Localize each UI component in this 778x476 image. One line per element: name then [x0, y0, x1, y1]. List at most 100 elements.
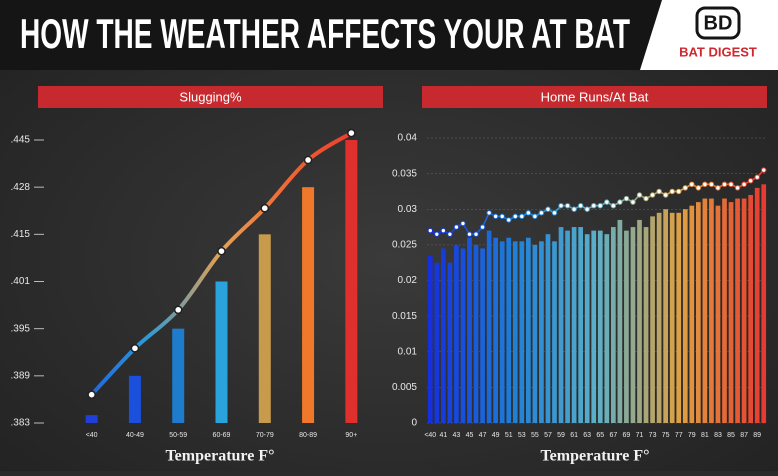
bar [128, 375, 141, 423]
bar [172, 328, 185, 423]
bar [434, 262, 440, 423]
x-tick-label: 70-79 [256, 432, 274, 439]
page-title: HOW THE WEATHER AFFECTS YOUR AT BAT [20, 10, 630, 57]
bar [302, 187, 315, 423]
trend-point [453, 224, 460, 230]
y-tick-label: .389 [11, 370, 31, 381]
trend-point [551, 210, 558, 216]
bar [506, 237, 512, 423]
x-tick-label: 85 [727, 432, 735, 439]
x-tick-label: 69 [623, 432, 631, 439]
x-tick-label: 45 [466, 432, 474, 439]
x-tick-label: 81 [701, 432, 709, 439]
y-tick-label: 0.02 [398, 275, 418, 286]
trend-point [682, 185, 688, 191]
chart-panel: Home Runs/At Bat 0 0.005 0.01 0.015 0.02 0.025… [392, 86, 767, 465]
trend-point [702, 181, 708, 188]
bar [454, 244, 459, 423]
x-tick-label: 80-89 [299, 432, 317, 439]
trend-point [577, 202, 584, 209]
trend-point [656, 188, 662, 195]
bar [545, 234, 551, 423]
logo-text: BAT DIGEST [679, 44, 757, 59]
x-tick-label: 89 [753, 432, 761, 439]
x-tick-label: 87 [740, 432, 748, 439]
y-tick-label: 0.025 [392, 240, 417, 251]
bar [702, 198, 708, 423]
y-tick-label: .428 [11, 182, 31, 193]
trend-point [545, 206, 551, 212]
trend-point [636, 192, 643, 198]
bar [715, 205, 721, 423]
trend-point [427, 227, 433, 234]
trend-point [630, 199, 636, 205]
trend-point [303, 155, 313, 165]
trend-point [486, 210, 492, 216]
chart-title: Home Runs/At Bat [541, 89, 649, 104]
x-tick-label: 83 [714, 432, 722, 439]
x-tick-label: 65 [596, 432, 604, 439]
trend-point [440, 227, 447, 234]
x-tick-label: 47 [479, 432, 487, 439]
charts: Slugging% .383 .389 .395 .401 .415 .428 .445 <40… [11, 86, 767, 465]
bar [656, 212, 662, 423]
x-tick-label: 90+ [345, 432, 357, 439]
trend-point [479, 224, 486, 230]
x-tick-label: 73 [649, 432, 657, 439]
bar [735, 198, 740, 423]
x-tick-label: <40 [86, 432, 98, 439]
bar [650, 216, 655, 423]
trend-point [447, 231, 453, 237]
trend-point [676, 188, 682, 195]
trend-point [728, 181, 734, 188]
trend-point [492, 213, 499, 220]
x-tick-label: 71 [636, 432, 644, 439]
bar [258, 234, 271, 423]
bar [345, 140, 358, 423]
x-tick-label: 75 [662, 432, 670, 439]
bar [754, 187, 760, 423]
y-tick-label: 0.005 [392, 382, 417, 393]
trend-line [429, 169, 765, 236]
bar [689, 205, 695, 423]
bar [643, 227, 649, 423]
bar [591, 230, 597, 423]
trend-point [669, 188, 675, 195]
bar [532, 244, 538, 423]
x-tick-label: 43 [453, 432, 461, 439]
bar [610, 227, 616, 423]
bar [427, 255, 433, 423]
bar [467, 237, 472, 423]
trend-point [532, 213, 538, 220]
trend-point [558, 202, 564, 209]
y-tick-label: 0.03 [398, 204, 418, 215]
trend-point [87, 390, 97, 400]
x-tick-label: 55 [531, 432, 539, 439]
trend-point [346, 128, 356, 138]
bar [669, 212, 675, 423]
trend-point [604, 199, 610, 205]
chart-title: Slugging% [179, 89, 242, 104]
x-tick-label: <40 [424, 432, 436, 439]
y-tick-label: .415 [11, 229, 31, 240]
bar [480, 248, 485, 423]
trend-point [525, 210, 532, 216]
x-axis-title: Temperature F° [165, 448, 274, 465]
bar [440, 248, 446, 423]
bar [663, 209, 669, 423]
bar [578, 227, 584, 423]
x-tick-label: 41 [439, 432, 447, 439]
x-tick-label: 59 [557, 432, 565, 439]
trend-point [721, 181, 728, 188]
bar [215, 281, 228, 423]
trend-point [734, 185, 741, 191]
trend-point [506, 217, 512, 223]
bar [695, 202, 701, 423]
trend-point [564, 202, 571, 209]
bar [571, 227, 577, 423]
trend-point [591, 202, 597, 209]
y-tick-label: 0.035 [392, 168, 417, 179]
bar [722, 198, 727, 423]
bar [761, 184, 767, 423]
trend-point [643, 195, 649, 202]
